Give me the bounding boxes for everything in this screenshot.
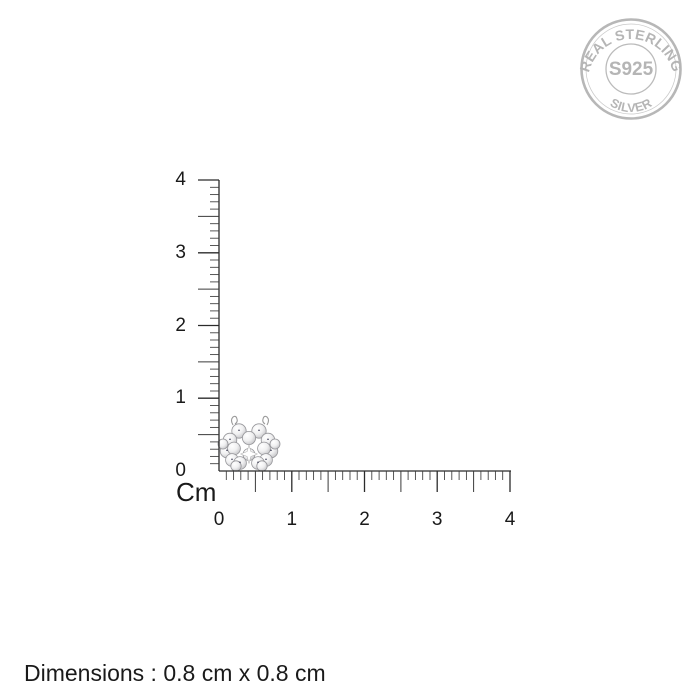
- svg-text:S925: S925: [609, 59, 654, 80]
- svg-text:SILVER: SILVER: [608, 96, 654, 115]
